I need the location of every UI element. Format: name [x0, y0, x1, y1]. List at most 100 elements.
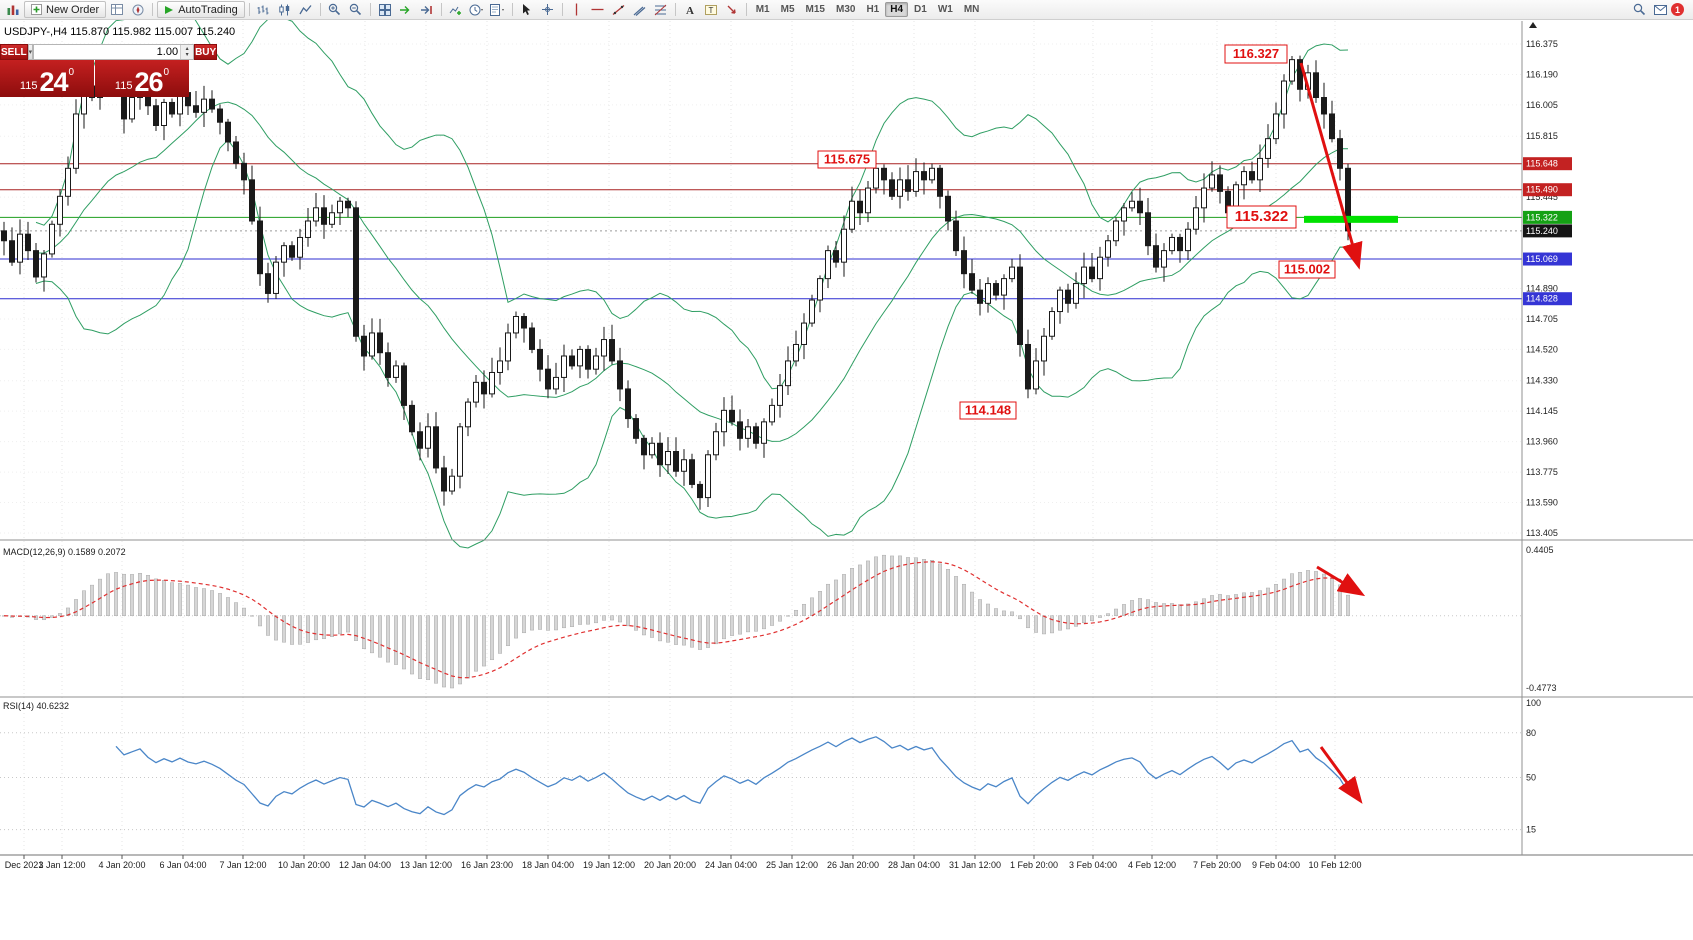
chart-shift-icon[interactable]: [417, 2, 437, 18]
periods-icon[interactable]: [467, 2, 487, 18]
autotrading-icon: [165, 5, 174, 14]
new-order-button[interactable]: New Order: [24, 1, 107, 18]
volume-dropdown[interactable]: ▾: [27, 44, 34, 60]
svg-text:115.815: 115.815: [1526, 131, 1558, 141]
svg-text:115.322: 115.322: [1235, 208, 1288, 225]
trend-arrows: [1299, 62, 1366, 804]
line-chart-icon[interactable]: [296, 2, 316, 18]
svg-text:7 Jan 12:00: 7 Jan 12:00: [219, 860, 266, 870]
svg-text:116.375: 116.375: [1526, 39, 1558, 49]
svg-text:0.4405: 0.4405: [1526, 545, 1554, 555]
rsi-panel: 100 80 50 15: [0, 698, 1541, 835]
toolbar-separator: [369, 3, 371, 16]
toolbar-separator: [440, 3, 442, 16]
buy-price-prefix: 115: [114, 80, 133, 92]
channel-icon[interactable]: [630, 2, 650, 18]
svg-text:6 Jan 04:00: 6 Jan 04:00: [159, 860, 206, 870]
svg-text:16 Jan 23:00: 16 Jan 23:00: [461, 860, 513, 870]
trendline-icon[interactable]: [609, 2, 629, 18]
arrows-icon[interactable]: [722, 2, 742, 18]
tf-button-m1[interactable]: M1: [755, 4, 770, 15]
tf-button-mn[interactable]: MN: [963, 4, 980, 15]
new-order-label: New Order: [46, 3, 100, 16]
macd-panel: 0.4405 -0.4773: [0, 545, 1557, 693]
rsi-label: RSI(14) 40.6232: [3, 701, 70, 711]
toolbar-separator: [674, 3, 676, 16]
auto-scroll-icon[interactable]: [396, 2, 416, 18]
svg-text:T: T: [708, 6, 713, 15]
volume-stepper[interactable]: ▴ ▾: [180, 45, 194, 59]
bar-chart-icon[interactable]: [254, 2, 274, 18]
tf-button-m15[interactable]: M15: [805, 4, 825, 15]
toolbar-separator: [511, 3, 513, 16]
notification-badge[interactable]: 1: [1671, 3, 1684, 16]
svg-text:113.405: 113.405: [1526, 528, 1558, 538]
autotrading-label: AutoTrading: [178, 3, 238, 16]
tf-button-h1[interactable]: H1: [866, 4, 880, 15]
svg-text:115.675: 115.675: [824, 152, 870, 167]
indicators-icon[interactable]: [446, 2, 466, 18]
sell-price-sup: 0: [68, 67, 75, 78]
new-chart-icon[interactable]: [3, 2, 23, 18]
svg-text:24 Jan 04:00: 24 Jan 04:00: [705, 860, 757, 870]
svg-text:19 Jan 12:00: 19 Jan 12:00: [583, 860, 635, 870]
svg-text:114.330: 114.330: [1526, 376, 1558, 386]
trade-panel-top-row: SELL ▾ ▴▾ BUY: [0, 44, 218, 60]
market-watch-icon[interactable]: [107, 2, 127, 18]
svg-text:31 Jan 12:00: 31 Jan 12:00: [949, 860, 1001, 870]
svg-text:115.002: 115.002: [1284, 262, 1330, 277]
svg-text:26 Jan 20:00: 26 Jan 20:00: [827, 860, 879, 870]
svg-text:12 Jan 04:00: 12 Jan 04:00: [339, 860, 391, 870]
search-icon[interactable]: [1629, 2, 1649, 18]
sell-button[interactable]: 115 24 0: [0, 60, 94, 97]
label-icon[interactable]: T: [701, 2, 721, 18]
fibonacci-icon[interactable]: [651, 2, 671, 18]
zoom-out-icon[interactable]: [346, 2, 366, 18]
sell-price-big: 24: [39, 67, 68, 97]
tf-button-d1[interactable]: D1: [914, 4, 927, 15]
svg-text:18 Jan 04:00: 18 Jan 04:00: [522, 860, 574, 870]
cursor-icon[interactable]: [517, 2, 537, 18]
tile-windows-icon[interactable]: [375, 2, 395, 18]
svg-text:Dec 2021: Dec 2021: [5, 860, 44, 870]
vertical-line-icon[interactable]: [567, 2, 587, 18]
buy-button[interactable]: 115 26 0: [95, 60, 189, 97]
tf-button-m30[interactable]: M30: [835, 4, 856, 15]
candlestick-chart-icon[interactable]: [275, 2, 295, 18]
svg-text:100: 100: [1526, 698, 1541, 708]
svg-text:113.590: 113.590: [1526, 498, 1558, 508]
tf-button-w1[interactable]: W1: [937, 4, 953, 15]
svg-text:80: 80: [1526, 728, 1536, 738]
svg-text:A: A: [686, 5, 694, 16]
svg-text:114.828: 114.828: [1526, 294, 1558, 304]
zoom-in-icon[interactable]: [325, 2, 345, 18]
crosshair-icon[interactable]: [538, 2, 558, 18]
navigator-icon[interactable]: [128, 2, 148, 18]
svg-text:10 Feb 12:00: 10 Feb 12:00: [1308, 860, 1361, 870]
scale-top-marker: [1529, 22, 1537, 28]
horizontal-line-icon[interactable]: [588, 2, 608, 18]
tf-button-h4[interactable]: H4: [885, 2, 909, 17]
svg-text:113.775: 113.775: [1526, 467, 1558, 477]
svg-text:28 Jan 04:00: 28 Jan 04:00: [888, 860, 940, 870]
text-icon[interactable]: A: [680, 2, 700, 18]
one-click-trading-panel: SELL ▾ ▴▾ BUY 115 24 0 115 26 0: [0, 44, 218, 97]
tf-button-m5[interactable]: M5: [780, 4, 795, 15]
svg-text:115.490: 115.490: [1526, 185, 1558, 195]
macd-label: MACD(12,26,9) 0.1589 0.2072: [3, 547, 126, 557]
svg-text:116.327: 116.327: [1233, 46, 1279, 61]
inbox-icon[interactable]: [1650, 2, 1670, 18]
svg-text:4 Jan 20:00: 4 Jan 20:00: [98, 860, 145, 870]
svg-text:1 Feb 20:00: 1 Feb 20:00: [1010, 860, 1058, 870]
svg-text:10 Jan 20:00: 10 Jan 20:00: [278, 860, 330, 870]
autotrading-button[interactable]: AutoTrading: [157, 1, 245, 18]
svg-text:3 Jan 12:00: 3 Jan 12:00: [38, 860, 85, 870]
svg-text:115.322: 115.322: [1526, 212, 1558, 222]
sell-label: SELL: [0, 44, 28, 60]
templates-icon[interactable]: [488, 2, 508, 18]
volume-input[interactable]: [34, 45, 181, 59]
svg-text:113.960: 113.960: [1526, 437, 1558, 447]
buy-label: BUY: [194, 44, 218, 60]
